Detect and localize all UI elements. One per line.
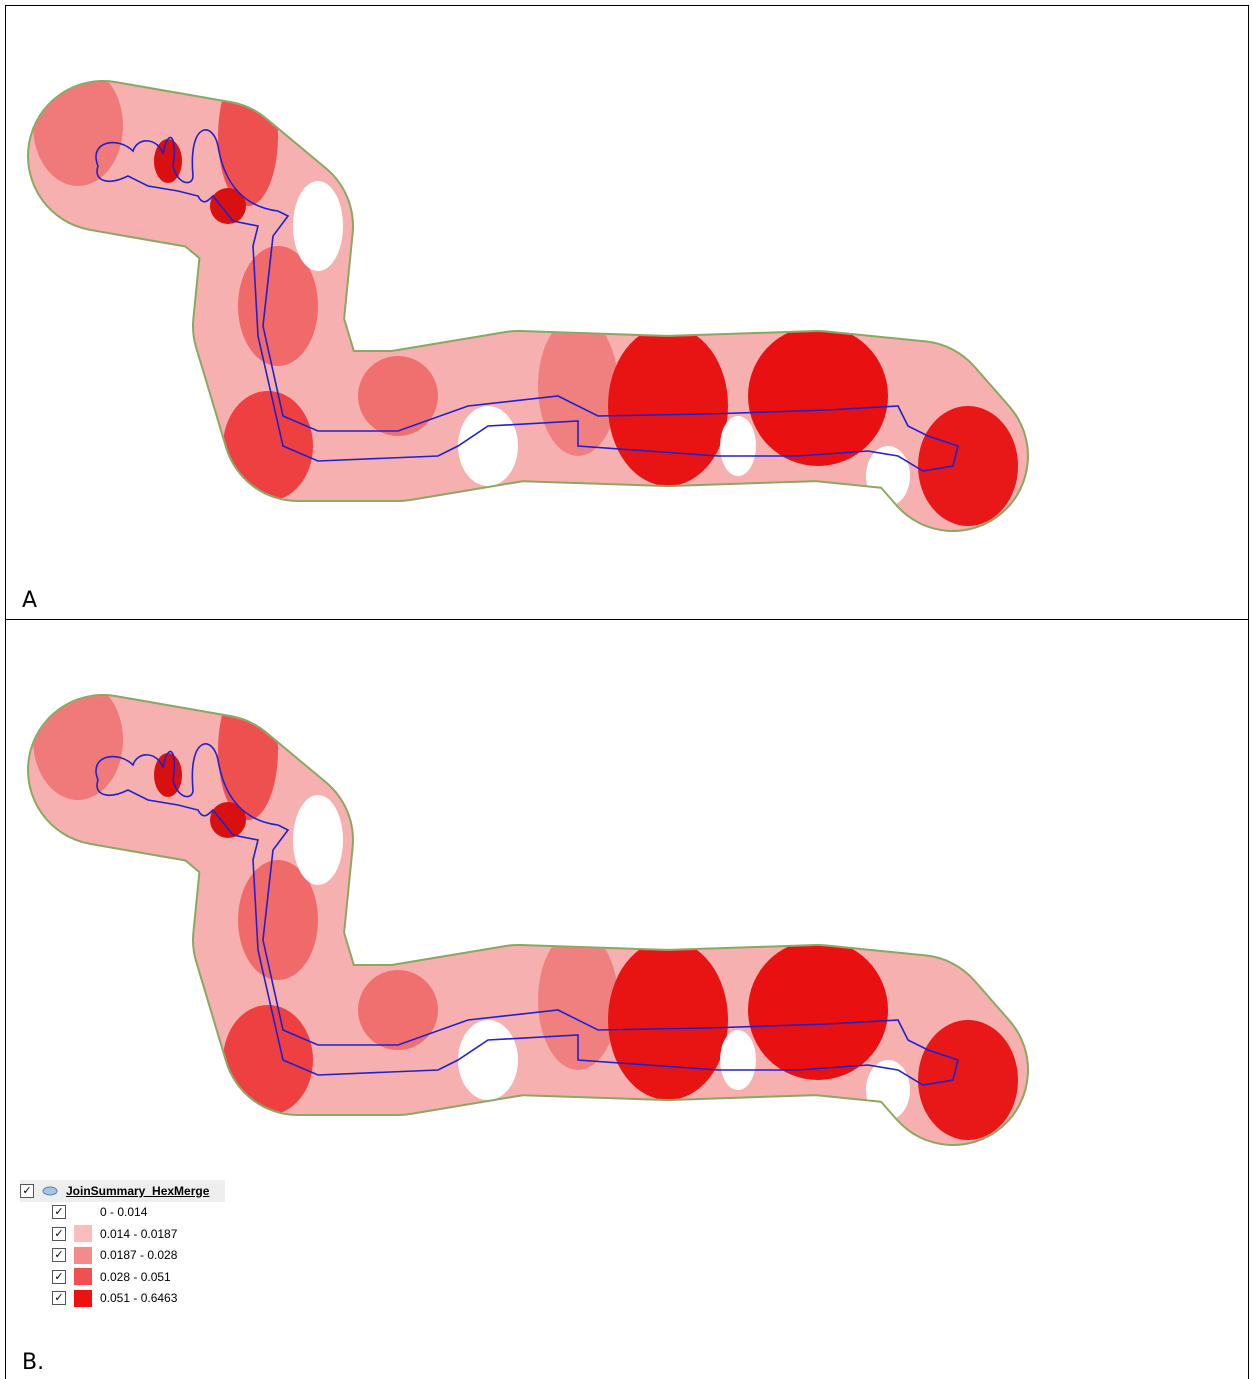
checkbox[interactable]: ✓ [52,1269,66,1284]
checkbox[interactable]: ✓ [20,1183,34,1198]
swatch [74,1268,92,1286]
checkbox[interactable]: ✓ [52,1205,66,1220]
swatch [74,1203,92,1221]
legend-label: 0.0187 - 0.028 [100,1248,178,1263]
legend-title: JoinSummary_HexMerge [66,1183,210,1198]
legend-header: ✓ JoinSummary_HexMerge [20,1180,225,1202]
legend: ✓ JoinSummary_HexMerge ✓ 0 - 0.014 ✓ 0.014 … [20,1180,225,1309]
legend-label: 0 - 0.014 [100,1205,148,1220]
legend-label: 0.014 - 0.0187 [100,1226,178,1241]
legend-row: ✓ 0.0187 - 0.028 [52,1245,225,1267]
swatch [74,1225,92,1243]
checkbox[interactable]: ✓ [52,1248,66,1263]
panel-label: A [22,588,38,613]
legend-row: ✓ 0.014 - 0.0187 [52,1223,225,1245]
legend-label: 0.051 - 0.6463 [100,1291,178,1306]
legend-label: 0.028 - 0.051 [100,1269,171,1284]
panel-label: B. [22,1350,45,1375]
legend-row: ✓ 0 - 0.014 [52,1202,225,1224]
swatch [74,1289,92,1307]
layer-icon [42,1186,58,1196]
legend-row: ✓ 0.051 - 0.6463 [52,1288,225,1310]
checkbox[interactable]: ✓ [52,1226,66,1241]
map [18,640,1058,1160]
panel-b: B. [5,619,1249,1379]
map [18,26,1058,546]
checkbox[interactable]: ✓ [52,1291,66,1306]
legend-classes: ✓ 0 - 0.014 ✓ 0.014 - 0.0187 ✓ 0.0187 - 0.028… [20,1202,225,1310]
legend-row: ✓ 0.028 - 0.051 [52,1266,225,1288]
swatch [74,1246,92,1264]
panel-a: A [5,5,1249,620]
